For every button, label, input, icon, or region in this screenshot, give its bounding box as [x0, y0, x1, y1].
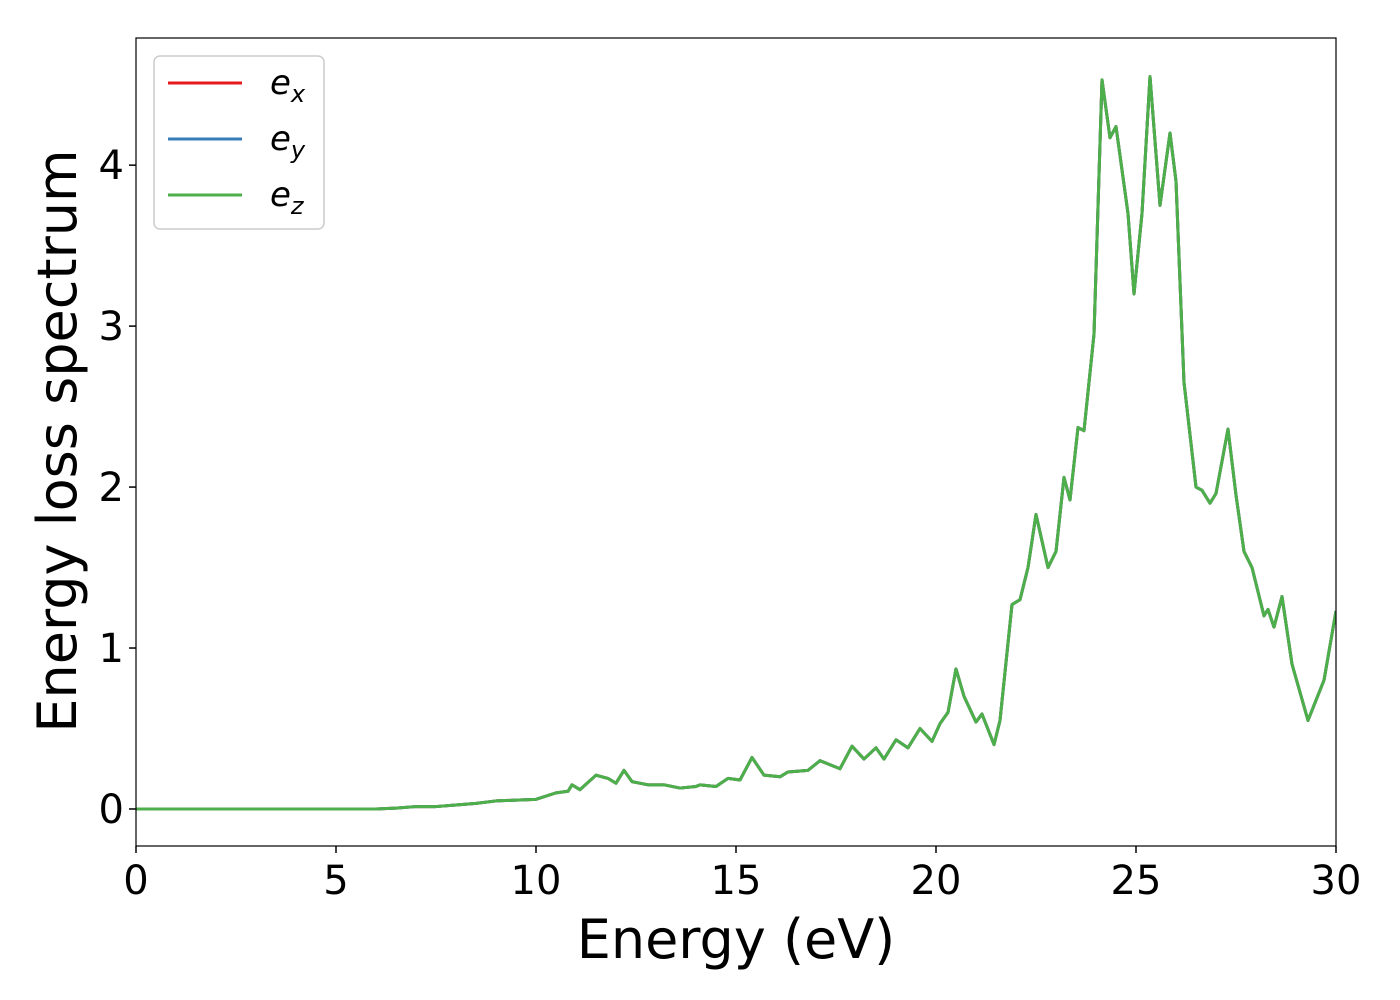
- legend-box: [153, 55, 325, 230]
- series-line: [136, 75, 1336, 811]
- x-tick-label: 0: [123, 858, 148, 904]
- x-tick-label: 20: [911, 858, 962, 904]
- legend-label: ez: [270, 175, 305, 220]
- x-tick-label: 15: [711, 858, 762, 904]
- y-tick-label: 1: [99, 626, 124, 672]
- legend-label: ey: [270, 119, 306, 164]
- plot-frame: [135, 37, 1337, 847]
- x-tick-label: 10: [511, 858, 562, 904]
- x-tick-label: 5: [323, 858, 348, 904]
- y-tick-label: 0: [99, 787, 124, 833]
- y-axis-label: Energy loss spectrum: [26, 149, 89, 732]
- legend-label: ex: [270, 63, 306, 108]
- x-tick-label: 25: [1111, 858, 1162, 904]
- x-axis-label: Energy (eV): [577, 908, 896, 971]
- y-tick-label: 4: [99, 143, 124, 189]
- y-tick-label: 3: [99, 304, 124, 350]
- y-tick-label: 2: [99, 465, 124, 511]
- x-tick-label: 30: [1311, 858, 1362, 904]
